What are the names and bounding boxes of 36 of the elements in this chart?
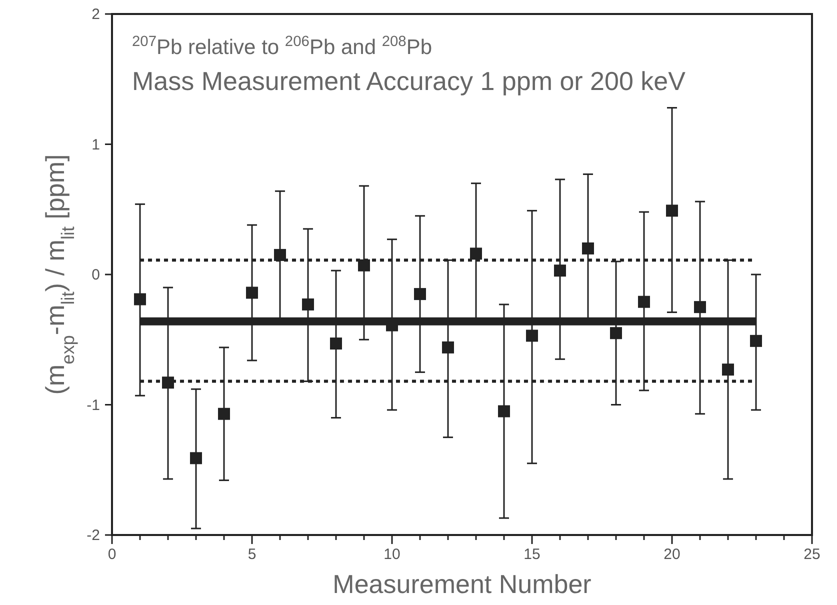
point [218, 408, 230, 420]
y-tick-label: 0 [92, 266, 100, 284]
point [442, 341, 454, 354]
point [554, 264, 566, 277]
point [134, 293, 146, 306]
point [330, 338, 342, 350]
point [358, 259, 370, 272]
point [526, 330, 538, 342]
point [414, 288, 426, 300]
point [302, 298, 314, 310]
point [750, 334, 762, 347]
text: Mass Measurement Accuracy 1 ppm or 200 keV [132, 66, 686, 96]
y-tick-label: -2 [86, 527, 100, 544]
y-tick-label: 1 [92, 136, 100, 154]
point [470, 248, 482, 260]
point [666, 204, 678, 217]
x-tick-label: 5 [248, 546, 256, 563]
point [246, 286, 258, 299]
x-tick-label: 10 [384, 546, 400, 563]
x-tick-label: 15 [524, 546, 540, 563]
point [722, 364, 734, 376]
text: $^{207}$Pb relative to $^{206}$Pb and $^{208}$Pb [132, 34, 432, 59]
point [190, 452, 202, 464]
point [498, 405, 510, 418]
y-tick-label: -1 [86, 396, 100, 414]
point [274, 248, 286, 261]
point [694, 301, 706, 314]
point [162, 376, 174, 389]
point [638, 296, 650, 308]
y-tick-label: 2 [92, 6, 100, 23]
x-axis-title: Measurement Number [332, 569, 592, 599]
point [610, 327, 622, 340]
x-tick-label: 25 [804, 546, 820, 563]
x-tick-label: 0 [108, 546, 116, 563]
x-tick-label: 20 [664, 546, 680, 563]
point [582, 242, 594, 254]
